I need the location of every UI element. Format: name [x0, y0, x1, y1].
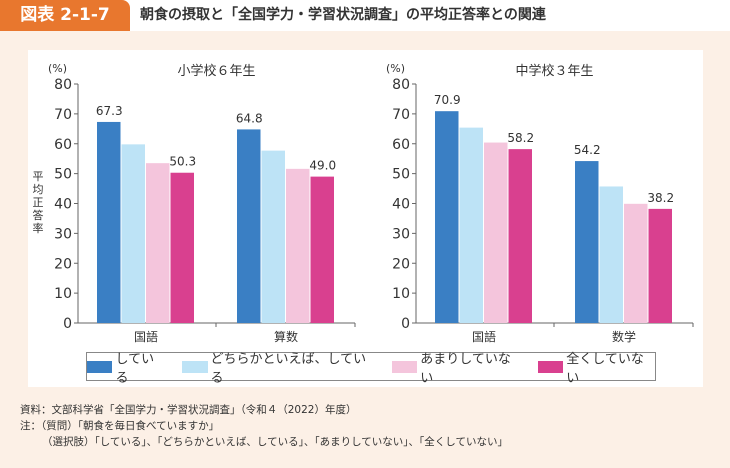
data-label: 70.9 [434, 93, 461, 107]
legend-item: あまりしていない [391, 348, 522, 386]
bar [146, 163, 170, 323]
category-label: 国語 [472, 329, 496, 344]
y-tick-label: 20 [392, 256, 410, 272]
y-tick-label: 80 [392, 77, 410, 93]
legend-item: 全くしていない [537, 348, 655, 386]
y-axis-label-char: 答 [33, 208, 44, 222]
bar [286, 168, 310, 323]
bar [97, 121, 121, 323]
bar [310, 176, 334, 323]
data-label: 67.3 [96, 104, 123, 118]
question-note: 注：（質問）「朝食を毎日食べていますか」 [20, 420, 220, 432]
legend-item: どちらかといえば、している [182, 348, 376, 386]
unit-label: (%) [386, 62, 405, 75]
y-tick-label: 70 [392, 107, 410, 123]
legend-swatch [537, 360, 564, 373]
unit-label: (%) [48, 62, 67, 75]
bar [459, 127, 483, 324]
y-tick-label: 50 [392, 167, 410, 183]
category-label: 数学 [612, 329, 636, 344]
legend-swatch [87, 360, 113, 373]
bar [261, 150, 285, 323]
category-label: 国語 [134, 329, 158, 344]
y-tick-label: 0 [63, 316, 72, 332]
bar [624, 203, 648, 323]
y-tick-label: 70 [54, 107, 72, 123]
data-label: 64.8 [236, 111, 263, 125]
legend-label: あまりしていない [420, 351, 511, 386]
y-tick-label: 10 [54, 286, 72, 302]
options-note: （選択肢）「している」、「どちらかといえば、している」、「あまりしていない」、「… [42, 436, 508, 448]
y-axis-label-char: 正 [33, 196, 44, 209]
data-label: 38.2 [647, 191, 674, 205]
panel-title: 中学校３年生 [515, 63, 593, 79]
legend-item: している [87, 348, 166, 386]
notes: 資料：文部科学省「全国学力・学習状況調査」（令和４（2022）年度） 注：（質問… [20, 402, 508, 450]
bar [648, 208, 672, 323]
y-axis-label-char: 均 [33, 183, 44, 196]
legend-label: している [115, 351, 155, 386]
legend-label: どちらかといえば、している [210, 351, 367, 386]
bar [237, 129, 261, 323]
bar [435, 111, 459, 323]
y-tick-label: 80 [54, 77, 72, 93]
y-tick-label: 20 [54, 256, 72, 272]
legend-swatch [391, 360, 418, 373]
y-tick-label: 0 [401, 316, 410, 332]
panel-title: 小学校６年生 [177, 63, 255, 79]
data-label: 50.3 [169, 155, 196, 169]
legend-label: 全くしていない [566, 351, 644, 386]
y-axis-label-char: 率 [33, 221, 44, 235]
bar [508, 149, 532, 323]
legend: している どちらかといえば、している あまりしていない 全くしていない [86, 352, 656, 386]
y-tick-label: 40 [392, 197, 410, 213]
bar [121, 144, 145, 323]
header-bar: 図表 2-1-7 朝食の摂取と「全国学力・学習状況調査」の平均正答率との関連 [0, 0, 730, 31]
data-label: 49.0 [309, 159, 336, 173]
figure-label: 図表 2-1-7 [0, 0, 130, 31]
bar [575, 161, 599, 323]
category-label: 算数 [274, 329, 298, 344]
bar [484, 142, 508, 323]
y-tick-label: 30 [54, 226, 72, 242]
bar [599, 186, 623, 323]
y-tick-label: 60 [54, 137, 72, 153]
legend-swatch [182, 360, 208, 373]
bar [170, 172, 194, 323]
data-label: 54.2 [574, 143, 601, 157]
y-tick-label: 30 [392, 226, 410, 242]
figure-title: 朝食の摂取と「全国学力・学習状況調査」の平均正答率との関連 [140, 7, 546, 23]
y-tick-label: 60 [392, 137, 410, 153]
y-axis-label-char: 平 [33, 170, 44, 183]
data-label: 58.2 [507, 131, 534, 145]
y-tick-label: 50 [54, 167, 72, 183]
source-note: 資料：文部科学省「全国学力・学習状況調査」（令和４（2022）年度） [20, 404, 357, 416]
y-tick-label: 40 [54, 197, 72, 213]
y-tick-label: 10 [392, 286, 410, 302]
